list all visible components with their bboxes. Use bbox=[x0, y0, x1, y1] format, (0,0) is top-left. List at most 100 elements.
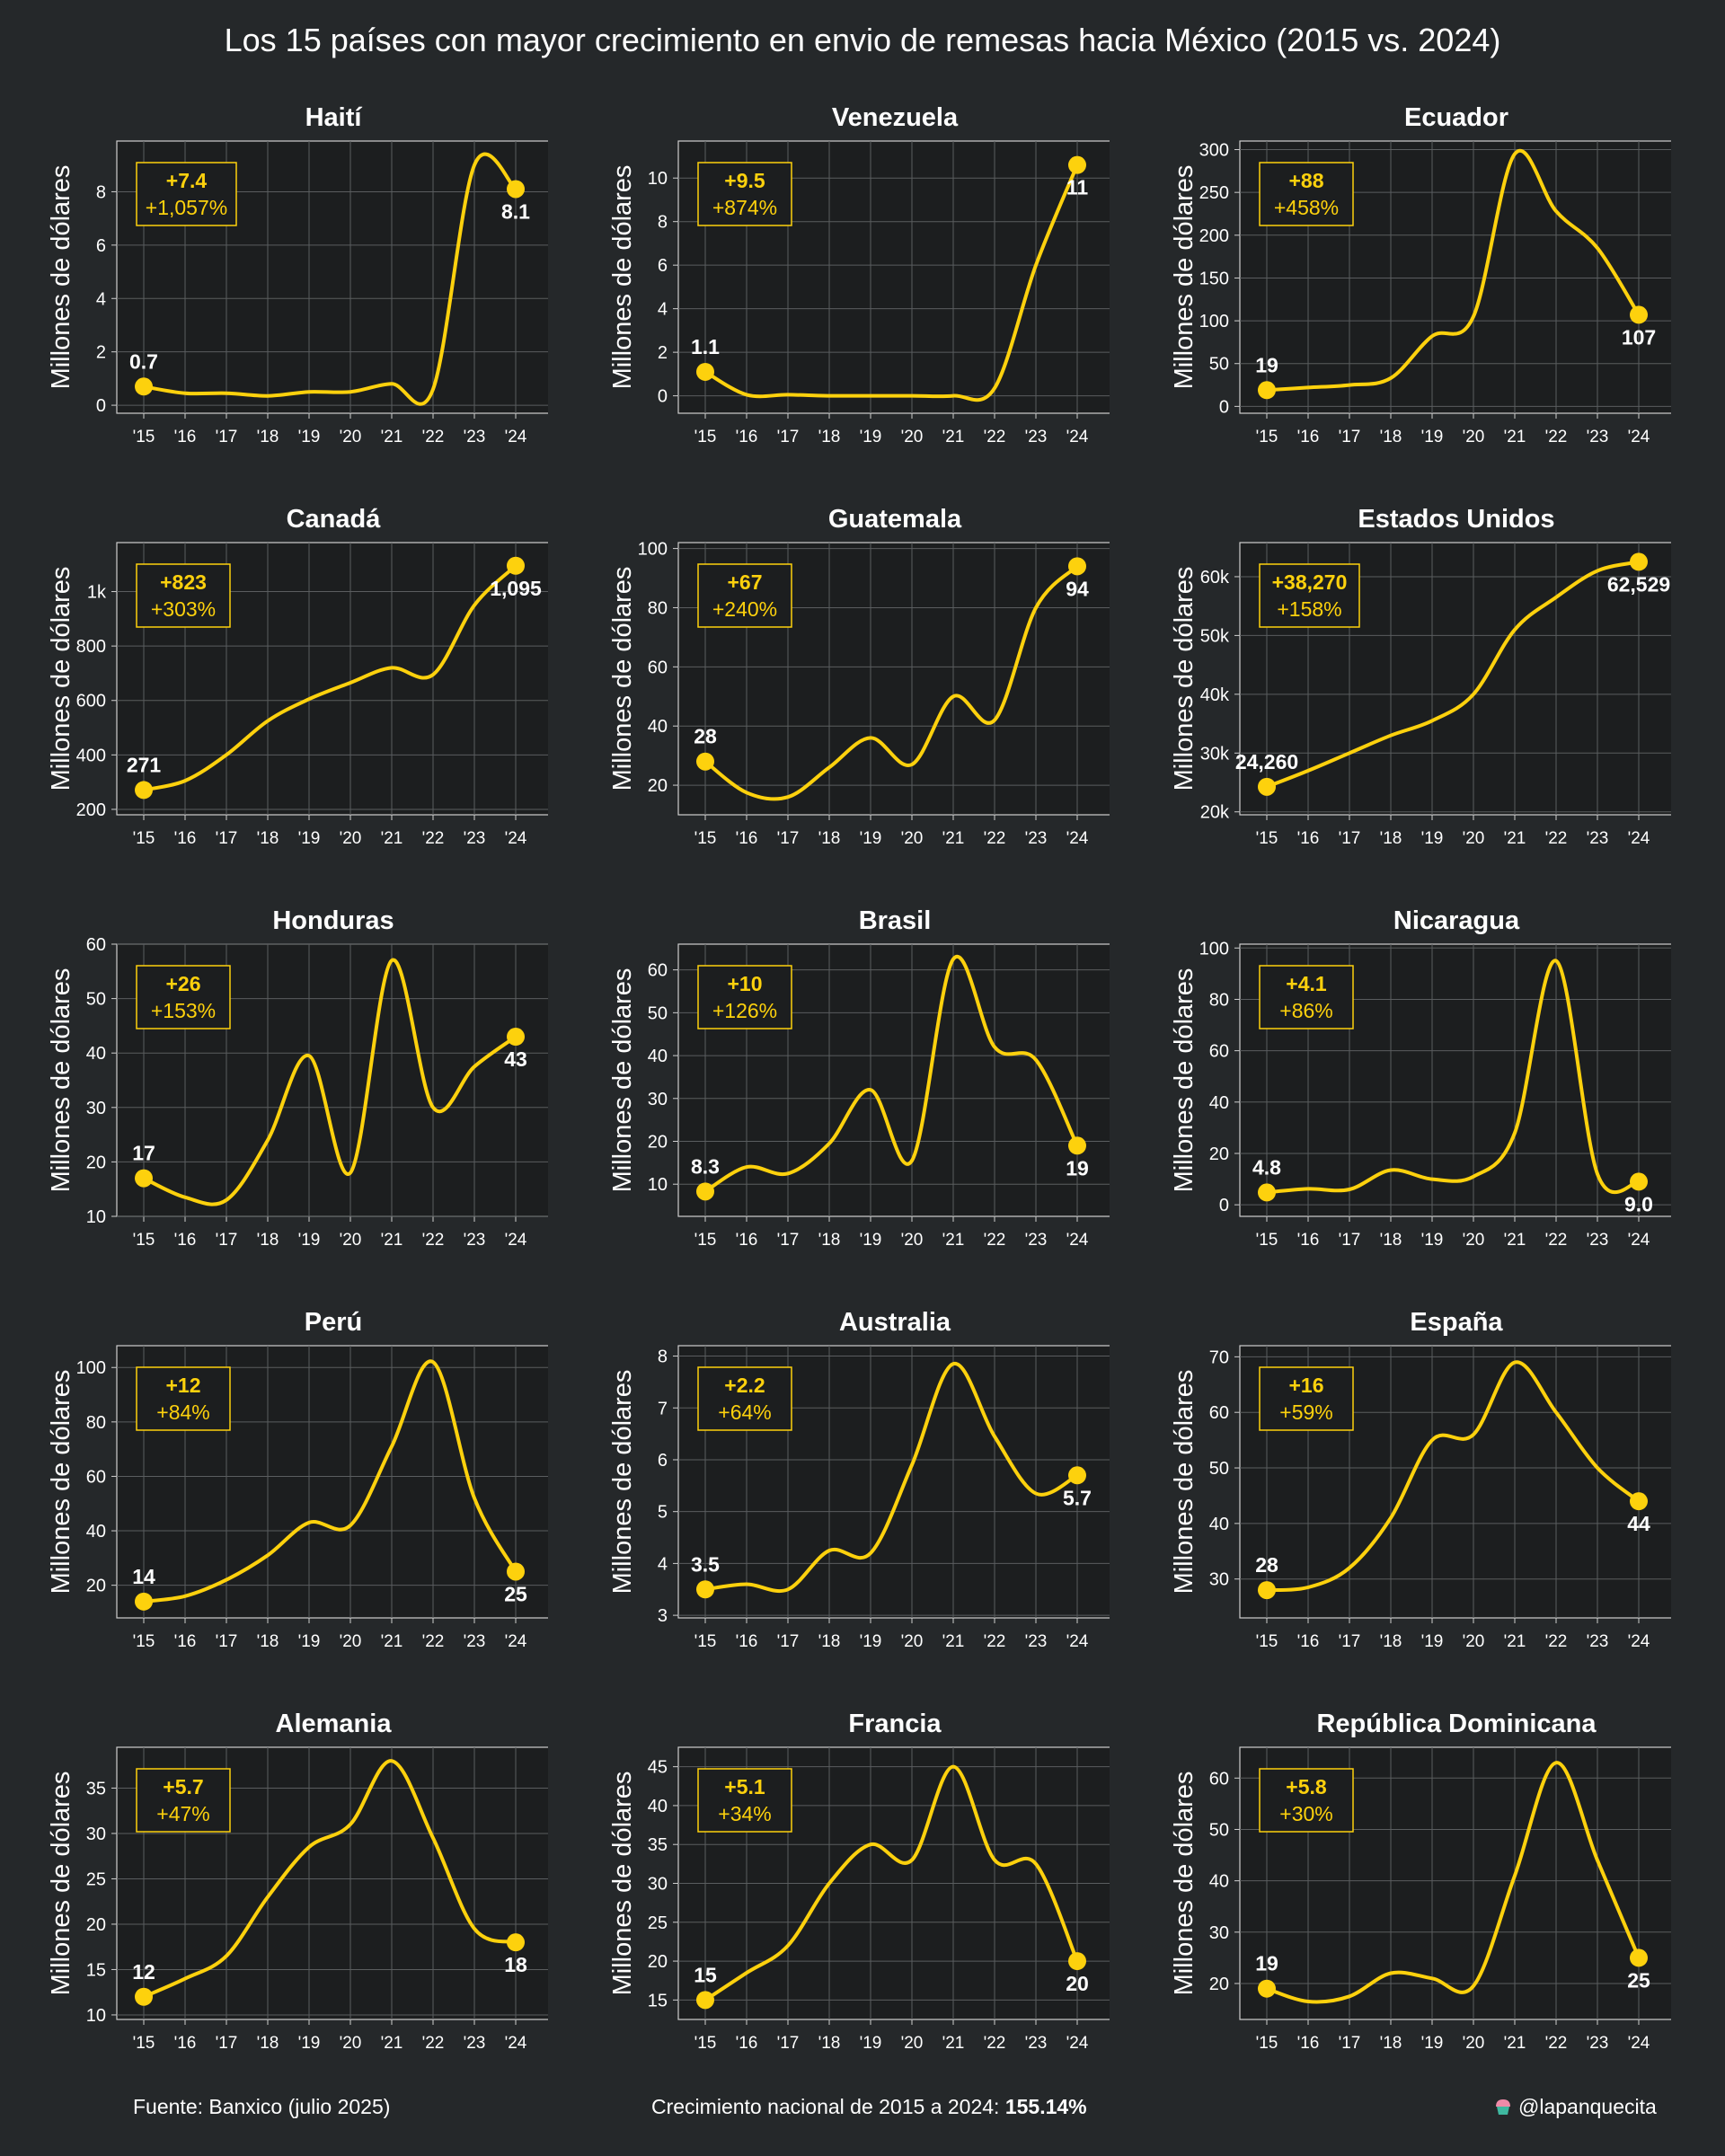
x-tick-label: '22 bbox=[1545, 428, 1568, 446]
end-value-label: 44 bbox=[1627, 1512, 1650, 1535]
y-tick-label: 0 bbox=[96, 396, 106, 416]
x-tick-label: '20 bbox=[340, 1632, 362, 1651]
x-tick-label: '21 bbox=[942, 2034, 965, 2053]
chart-title: Ecuador bbox=[1404, 103, 1508, 132]
x-tick-label: '15 bbox=[133, 428, 155, 446]
x-tick-label: '22 bbox=[984, 428, 1006, 446]
y-tick-label: 800 bbox=[76, 637, 106, 657]
x-tick-label: '19 bbox=[1421, 829, 1444, 848]
change-box bbox=[1259, 563, 1360, 628]
change-box bbox=[1259, 1366, 1354, 1431]
change-percent: +59% bbox=[1279, 1401, 1332, 1424]
change-box bbox=[136, 563, 231, 628]
y-tick-label: 0 bbox=[658, 387, 668, 407]
y-tick-label: 2 bbox=[658, 343, 668, 363]
x-tick-label: '20 bbox=[1463, 428, 1485, 446]
end-value-label: 62,529 bbox=[1607, 572, 1670, 596]
x-tick-label: '17 bbox=[216, 1632, 238, 1651]
change-percent: +126% bbox=[712, 999, 777, 1022]
y-axis-label: Millones de dólares bbox=[47, 1772, 75, 1996]
x-tick-label: '21 bbox=[942, 829, 965, 848]
series-line bbox=[142, 563, 518, 792]
x-tick-label: '18 bbox=[1380, 2034, 1402, 2053]
change-absolute: +5.7 bbox=[163, 1775, 203, 1798]
change-box bbox=[697, 162, 792, 226]
x-tick-label: '17 bbox=[777, 1231, 800, 1250]
start-value-label: 28 bbox=[694, 725, 717, 748]
x-tick-label: '17 bbox=[216, 428, 238, 446]
chart-title: Australia bbox=[839, 1308, 951, 1337]
y-tick-label: 10 bbox=[648, 169, 668, 189]
x-tick-label: '23 bbox=[1587, 428, 1609, 446]
end-value-label: 8.1 bbox=[501, 199, 530, 223]
start-point bbox=[696, 1991, 714, 2010]
change-box bbox=[697, 1366, 792, 1431]
chart-svg: Australia '15 '16 '17 '18 '19 '20 '21 '22 '23 '24 3… bbox=[608, 1308, 1110, 1651]
x-tick-label: '19 bbox=[298, 1231, 321, 1250]
y-tick-label: 200 bbox=[76, 800, 106, 820]
y-tick-label: 40 bbox=[648, 1047, 668, 1066]
y-axis-label: Millones de dólares bbox=[1170, 968, 1199, 1193]
footer-growth-label: Crecimiento nacional de 2015 a 2024: bbox=[651, 2095, 1000, 2118]
y-tick-label: 100 bbox=[1199, 312, 1229, 331]
x-tick-label: '21 bbox=[942, 428, 965, 446]
x-tick-label: '19 bbox=[298, 428, 321, 446]
x-tick-label: '15 bbox=[1256, 1231, 1278, 1250]
y-tick-label: 15 bbox=[86, 1960, 106, 1980]
start-value-label: 1.1 bbox=[691, 335, 720, 358]
cupcake-icon bbox=[1496, 2099, 1510, 2115]
chart-svg: Francia '15 '16 '17 '18 '19 '20 '21 '22 '23 '24 15 2… bbox=[608, 1710, 1110, 2053]
y-axis-label: Millones de dólares bbox=[608, 968, 637, 1193]
x-tick-label: '24 bbox=[1628, 829, 1650, 848]
x-tick-label: '15 bbox=[694, 1231, 717, 1250]
end-value-label: 94 bbox=[1066, 577, 1089, 600]
end-value-label: 5.7 bbox=[1063, 1486, 1092, 1509]
x-tick-label: '17 bbox=[777, 829, 800, 848]
y-tick-label: 20 bbox=[648, 776, 668, 796]
start-value-label: 0.7 bbox=[129, 349, 158, 373]
start-value-label: 28 bbox=[1255, 1553, 1278, 1577]
series-line bbox=[1265, 959, 1641, 1195]
x-tick-label: '15 bbox=[1256, 829, 1278, 848]
y-tick-label: 40 bbox=[648, 717, 668, 737]
y-tick-label: 40 bbox=[1209, 1872, 1229, 1892]
x-tick-label: '20 bbox=[340, 1231, 362, 1250]
y-tick-label: 60 bbox=[648, 658, 668, 677]
end-point bbox=[1630, 305, 1648, 324]
x-tick-label: '20 bbox=[1463, 1632, 1485, 1651]
x-tick-label: '17 bbox=[216, 2034, 238, 2053]
chart-title: Alemania bbox=[276, 1710, 393, 1738]
y-tick-label: 50 bbox=[648, 1003, 668, 1023]
y-tick-label: 100 bbox=[1199, 939, 1229, 959]
x-tick-label: '16 bbox=[736, 1231, 758, 1250]
chart-panel: Estados Unidos '15 '16 '17 '18 '19 '20 '21 '22 '2… bbox=[1123, 491, 1671, 869]
x-tick-label: '17 bbox=[1339, 829, 1361, 848]
start-value-label: 12 bbox=[132, 1960, 155, 1984]
x-tick-label: '19 bbox=[1421, 428, 1444, 446]
change-absolute: +7.4 bbox=[166, 169, 208, 192]
chart-svg: Guatemala '15 '16 '17 '18 '19 '20 '21 '22 '23 '24 2… bbox=[608, 505, 1110, 848]
y-axis-label: Millones de dólares bbox=[608, 567, 637, 791]
start-value-label: 14 bbox=[132, 1565, 155, 1588]
x-tick-label: '24 bbox=[1628, 428, 1650, 446]
chart-panel: Guatemala '15 '16 '17 '18 '19 '20 '21 '22 '23 '24 2… bbox=[562, 491, 1110, 869]
y-tick-label: 80 bbox=[86, 1413, 106, 1433]
change-box bbox=[1259, 1768, 1354, 1833]
x-tick-label: '15 bbox=[133, 829, 155, 848]
series-line bbox=[142, 152, 518, 406]
y-tick-label: 45 bbox=[648, 1758, 668, 1778]
y-tick-label: 60 bbox=[1209, 1042, 1229, 1062]
end-point bbox=[1630, 1492, 1648, 1511]
series-line bbox=[1265, 1360, 1641, 1593]
y-tick-label: 5 bbox=[658, 1503, 668, 1523]
y-tick-label: 30 bbox=[1209, 1923, 1229, 1943]
x-tick-label: '18 bbox=[257, 1632, 279, 1651]
x-tick-label: '16 bbox=[174, 2034, 197, 2053]
y-tick-label: 10 bbox=[86, 2006, 106, 2026]
x-tick-label: '17 bbox=[777, 1632, 800, 1651]
change-box bbox=[1259, 162, 1354, 226]
x-tick-label: '22 bbox=[422, 829, 445, 848]
end-point bbox=[1630, 552, 1648, 571]
y-tick-label: 30 bbox=[648, 1875, 668, 1895]
chart-panel: Nicaragua '15 '16 '17 '18 '19 '20 '21 '22 '23 '24 0… bbox=[1123, 893, 1671, 1270]
